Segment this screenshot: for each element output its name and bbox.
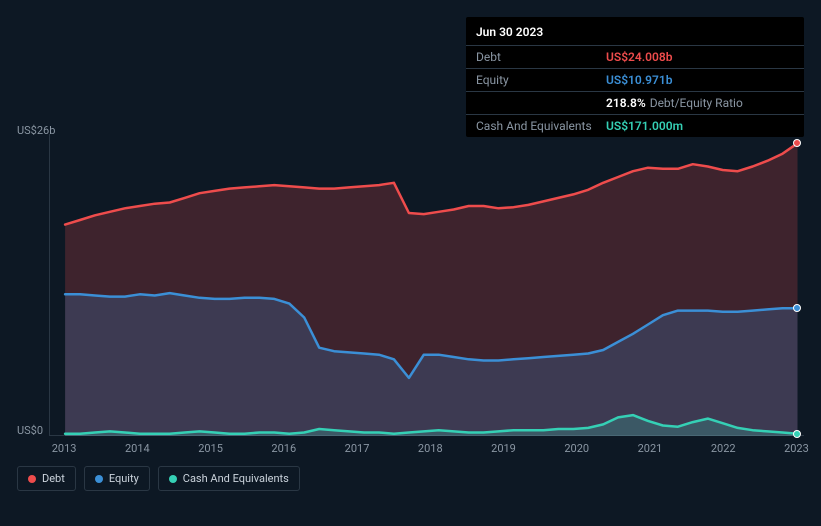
x-tick-label: 2020 xyxy=(564,442,589,455)
legend-dot-icon xyxy=(169,475,177,483)
tooltip-row-value: US$171.000m xyxy=(606,119,683,133)
legend-dot-icon xyxy=(28,475,36,483)
chart-plot[interactable] xyxy=(49,134,804,436)
legend: Debt Equity Cash And Equivalents xyxy=(17,466,300,491)
x-tick-label: 2014 xyxy=(125,442,150,455)
tooltip-row-label: Debt xyxy=(476,50,606,64)
tooltip-row-label: Equity xyxy=(476,73,606,87)
tooltip-date: Jun 30 2023 xyxy=(466,17,804,46)
tooltip-row-label: Cash And Equivalents xyxy=(476,119,606,133)
tooltip-row-suffix: Debt/Equity Ratio xyxy=(650,96,743,110)
legend-label: Cash And Equivalents xyxy=(183,472,289,485)
chart: US$26b US$0 2013201420152016201720182019… xyxy=(17,120,804,470)
series-end-dot-debt xyxy=(793,139,801,147)
x-tick-label: 2022 xyxy=(711,442,736,455)
tooltip-row-value: 218.8% xyxy=(606,96,646,110)
chart-tooltip: Jun 30 2023 DebtUS$24.008bEquityUS$10.97… xyxy=(466,17,804,137)
legend-label: Debt xyxy=(42,472,65,485)
y-axis-min: US$0 xyxy=(17,424,43,437)
tooltip-row: Cash And EquivalentsUS$171.000m xyxy=(466,115,804,137)
x-tick-label: 2013 xyxy=(52,442,77,455)
x-tick-label: 2023 xyxy=(784,442,809,455)
x-tick-label: 2019 xyxy=(491,442,516,455)
tooltip-row-value: US$10.971b xyxy=(606,73,673,87)
tooltip-row: EquityUS$10.971b xyxy=(466,69,804,92)
legend-item-equity[interactable]: Equity xyxy=(84,466,150,491)
x-tick-label: 2021 xyxy=(638,442,663,455)
tooltip-row: DebtUS$24.008b xyxy=(466,46,804,69)
legend-item-cash[interactable]: Cash And Equivalents xyxy=(158,466,300,491)
x-tick-label: 2017 xyxy=(345,442,370,455)
legend-label: Equity xyxy=(109,472,139,485)
tooltip-row-label xyxy=(476,96,606,110)
x-axis: 2013 2014 2015 2016 2017 2018 2019 2020 2021 2022… xyxy=(49,442,804,458)
legend-item-debt[interactable]: Debt xyxy=(17,466,76,491)
x-tick-label: 2015 xyxy=(198,442,223,455)
legend-dot-icon xyxy=(95,475,103,483)
tooltip-row-value: US$24.008b xyxy=(606,50,673,64)
tooltip-row: 218.8% Debt/Equity Ratio xyxy=(466,92,804,115)
x-tick-label: 2018 xyxy=(418,442,443,455)
series-end-dot-cash xyxy=(793,430,801,438)
x-tick-label: 2016 xyxy=(271,442,296,455)
series-end-dot-equity xyxy=(793,304,801,312)
